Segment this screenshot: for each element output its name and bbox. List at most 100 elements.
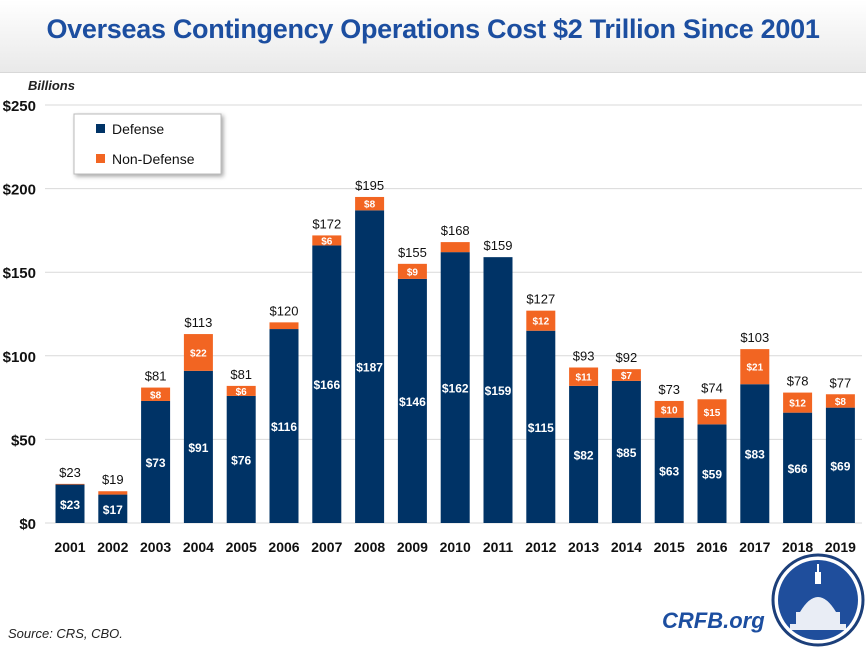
bar-defense — [611, 380, 641, 523]
defense-data-label: $162 — [442, 382, 469, 396]
total-data-label: $19 — [102, 472, 124, 487]
x-tick-label: 2006 — [268, 539, 299, 555]
y-tick-label: $50 — [11, 432, 36, 449]
non-defense-data-label: $7 — [621, 371, 633, 382]
x-tick-label: 2016 — [696, 539, 727, 555]
bar-non-defense — [269, 322, 299, 330]
bar-defense — [269, 329, 299, 523]
non-defense-data-label: $22 — [190, 348, 207, 359]
bar-defense — [740, 384, 770, 523]
total-data-label: $195 — [355, 178, 384, 193]
bar-defense — [55, 484, 85, 523]
x-tick-label: 2017 — [739, 539, 770, 555]
x-tick-label: 2002 — [97, 539, 128, 555]
y-tick-label: $250 — [3, 98, 36, 115]
defense-data-label: $187 — [356, 361, 383, 375]
bar-defense — [569, 385, 599, 523]
legend-label-non-defense: Non-Defense — [112, 151, 195, 167]
legend-label-defense: Defense — [112, 121, 164, 137]
total-data-label: $172 — [312, 216, 341, 231]
y-axis-label: Billions — [28, 78, 75, 93]
non-defense-data-label: $10 — [661, 405, 678, 416]
bar-non-defense — [355, 196, 385, 211]
non-defense-data-label: $12 — [789, 399, 806, 410]
bar-non-defense — [98, 491, 128, 495]
total-data-label: $155 — [398, 245, 427, 260]
total-data-label: $168 — [441, 223, 470, 238]
non-defense-data-label: $8 — [150, 390, 162, 401]
bar-non-defense — [397, 263, 427, 279]
x-tick-label: 2007 — [311, 539, 342, 555]
defense-data-label: $159 — [485, 384, 512, 398]
non-defense-data-label: $6 — [236, 387, 248, 398]
y-tick-label: $0 — [19, 516, 36, 533]
total-data-label: $103 — [740, 330, 769, 345]
defense-data-label: $115 — [528, 421, 554, 435]
x-tick-label: 2014 — [611, 539, 642, 555]
bar-non-defense — [526, 310, 556, 331]
x-tick-label: 2019 — [825, 539, 856, 555]
bar-defense — [312, 245, 342, 523]
bar-defense — [483, 257, 513, 523]
total-data-label: $159 — [484, 238, 513, 253]
non-defense-data-label: $6 — [321, 236, 333, 247]
bar-defense — [226, 395, 256, 523]
defense-data-label: $146 — [399, 395, 426, 409]
bar-defense — [526, 330, 556, 523]
bar-non-defense — [440, 242, 470, 253]
defense-data-label: $91 — [188, 441, 208, 455]
bar-non-defense — [569, 367, 599, 386]
x-tick-label: 2003 — [140, 539, 171, 555]
bar-non-defense — [55, 483, 85, 485]
legend-swatch-non-defense — [96, 154, 105, 163]
x-tick-label: 2013 — [568, 539, 599, 555]
bar-non-defense — [825, 394, 855, 408]
x-tick-label: 2012 — [525, 539, 556, 555]
defense-data-label: $23 — [60, 498, 80, 512]
non-defense-data-label: $15 — [704, 408, 721, 419]
defense-data-label: $59 — [702, 468, 722, 482]
bar-non-defense — [183, 334, 213, 371]
brand-link[interactable]: CRFB.org — [662, 608, 765, 633]
x-tick-label: 2015 — [654, 539, 685, 555]
capitol-dome-logo-icon — [771, 553, 865, 647]
bar-non-defense — [312, 235, 342, 246]
bar-defense — [141, 400, 171, 523]
defense-data-label: $116 — [271, 420, 297, 434]
total-data-label: $23 — [59, 465, 81, 480]
bar-non-defense — [697, 399, 727, 425]
defense-data-label: $17 — [103, 503, 123, 517]
x-tick-label: 2010 — [440, 539, 471, 555]
x-tick-label: 2009 — [397, 539, 428, 555]
total-data-label: $78 — [787, 374, 809, 389]
non-defense-data-label: $8 — [835, 397, 847, 408]
total-data-label: $77 — [830, 375, 852, 390]
total-data-label: $93 — [573, 349, 595, 364]
bar-non-defense — [226, 385, 256, 396]
defense-data-label: $73 — [146, 456, 166, 470]
bar-defense — [825, 407, 855, 523]
bar-non-defense — [141, 387, 171, 401]
total-data-label: $81 — [230, 367, 252, 382]
bar-defense — [397, 278, 427, 523]
bar-defense — [183, 370, 213, 523]
y-tick-label: $100 — [3, 349, 36, 366]
source-note: Source: CRS, CBO. — [8, 626, 123, 641]
bar-non-defense — [740, 349, 770, 385]
defense-data-label: $83 — [745, 448, 765, 462]
y-tick-label: $200 — [3, 182, 36, 199]
bar-non-defense — [611, 369, 641, 381]
total-data-label: $127 — [526, 292, 555, 307]
total-data-label: $74 — [701, 380, 723, 395]
non-defense-data-label: $9 — [407, 267, 419, 278]
non-defense-data-label: $11 — [576, 373, 593, 384]
non-defense-data-label: $12 — [532, 317, 549, 328]
total-data-label: $113 — [184, 315, 212, 330]
bar-defense — [440, 252, 470, 524]
bar-defense — [654, 417, 684, 523]
total-data-label: $92 — [616, 350, 638, 365]
total-data-label: $81 — [145, 369, 167, 384]
bar-defense — [98, 494, 128, 523]
defense-data-label: $66 — [788, 462, 808, 476]
